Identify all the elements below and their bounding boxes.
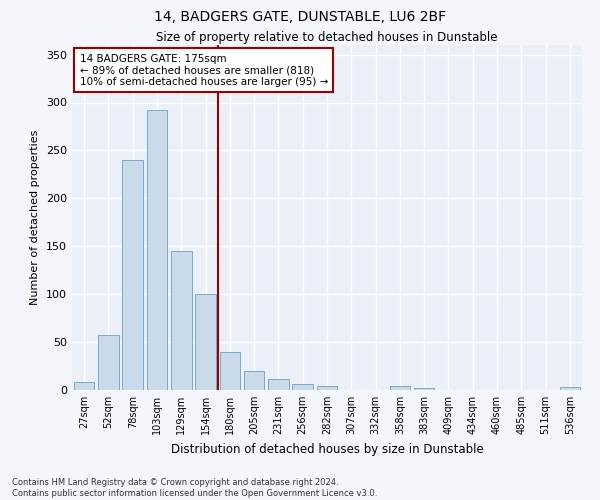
Bar bbox=[98, 336, 119, 390]
Bar bbox=[560, 387, 580, 390]
Text: Contains HM Land Registry data © Crown copyright and database right 2024.
Contai: Contains HM Land Registry data © Crown c… bbox=[12, 478, 377, 498]
Bar bbox=[220, 352, 240, 390]
Bar bbox=[292, 384, 313, 390]
Y-axis label: Number of detached properties: Number of detached properties bbox=[31, 130, 40, 305]
Bar bbox=[122, 160, 143, 390]
Bar bbox=[317, 386, 337, 390]
Bar bbox=[414, 388, 434, 390]
Title: Size of property relative to detached houses in Dunstable: Size of property relative to detached ho… bbox=[156, 31, 498, 44]
Bar bbox=[195, 294, 216, 390]
X-axis label: Distribution of detached houses by size in Dunstable: Distribution of detached houses by size … bbox=[170, 442, 484, 456]
Bar bbox=[244, 371, 265, 390]
Bar bbox=[268, 380, 289, 390]
Text: 14, BADGERS GATE, DUNSTABLE, LU6 2BF: 14, BADGERS GATE, DUNSTABLE, LU6 2BF bbox=[154, 10, 446, 24]
Text: 14 BADGERS GATE: 175sqm
← 89% of detached houses are smaller (818)
10% of semi-d: 14 BADGERS GATE: 175sqm ← 89% of detache… bbox=[80, 54, 328, 87]
Bar bbox=[171, 251, 191, 390]
Bar bbox=[146, 110, 167, 390]
Bar bbox=[74, 382, 94, 390]
Bar bbox=[389, 386, 410, 390]
